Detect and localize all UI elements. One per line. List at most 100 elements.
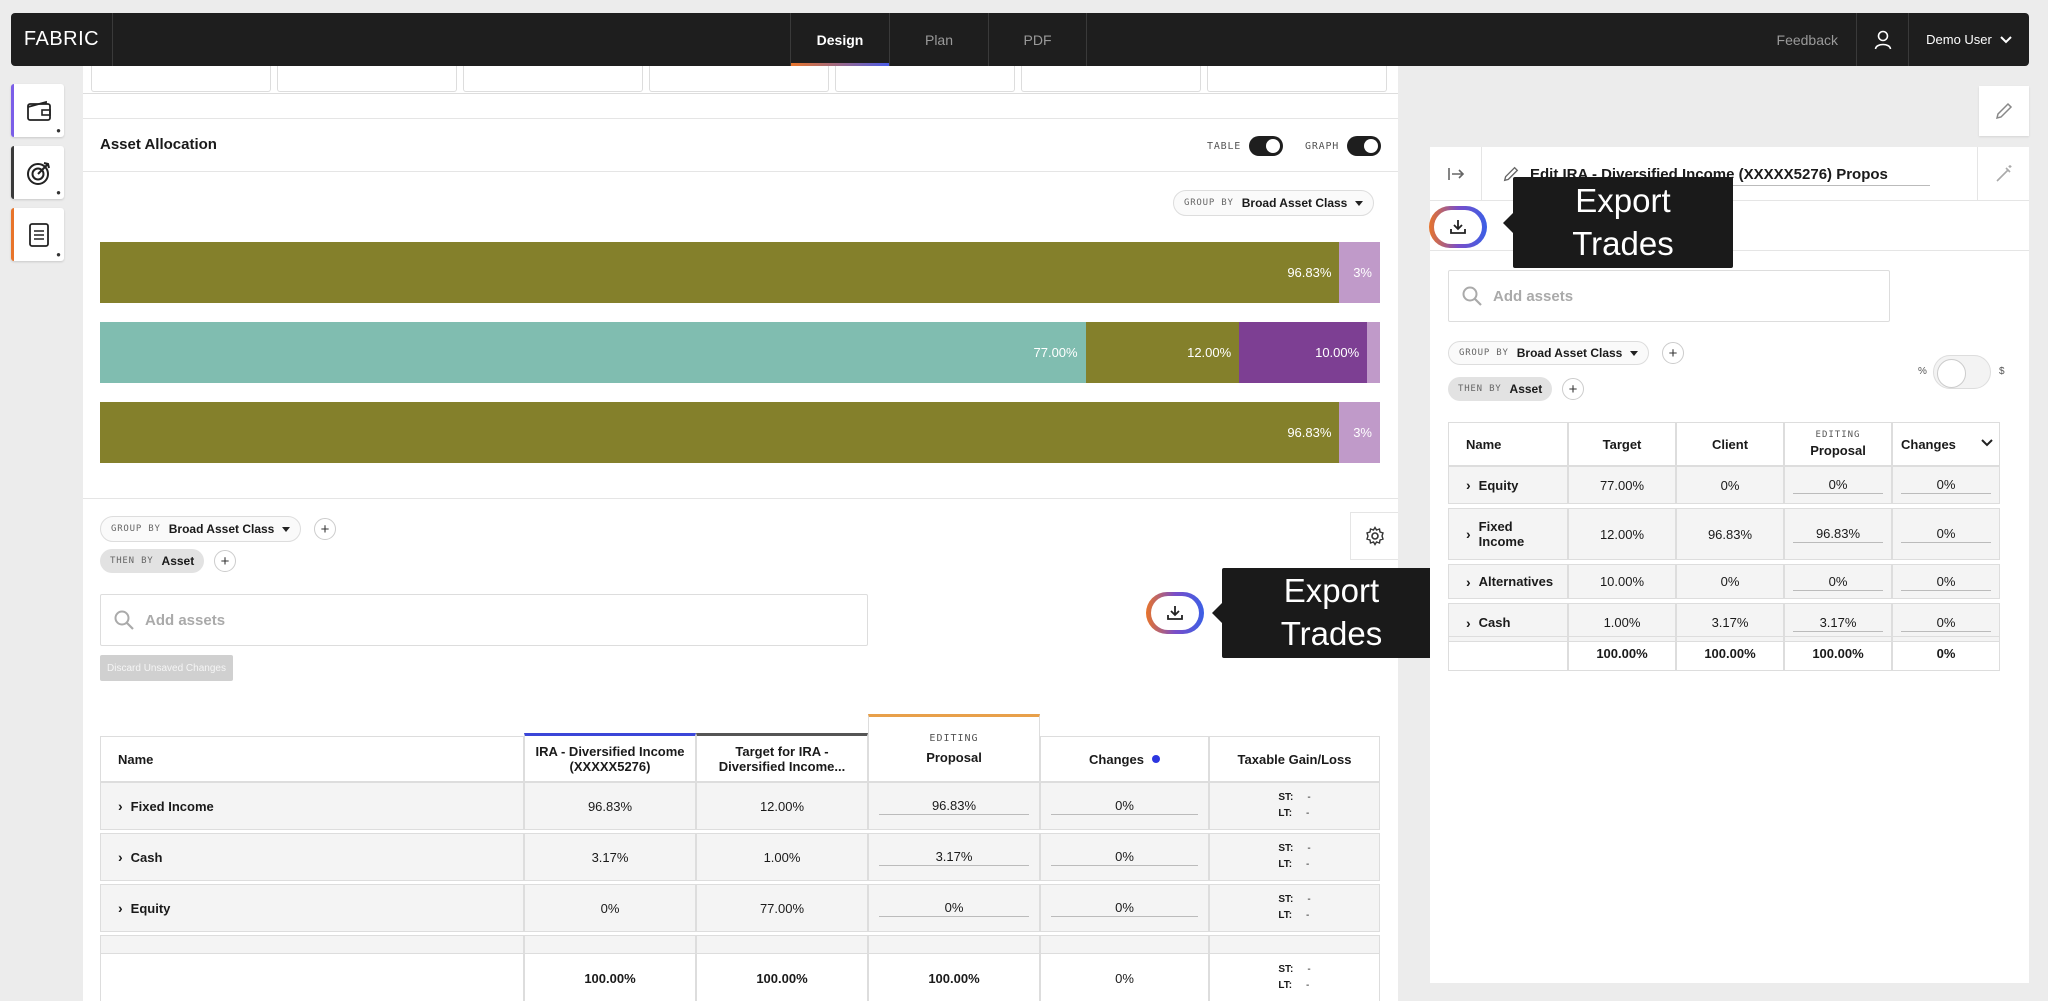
column-header-gain-loss[interactable]: Taxable Gain/Loss (1209, 736, 1380, 782)
chevron-right-icon[interactable]: › (1466, 526, 1471, 542)
add-then-by-button[interactable]: + (1562, 378, 1584, 400)
allocation-bar-segment[interactable]: 3% (1339, 402, 1380, 463)
long-term-row: LT: - (1278, 978, 1310, 994)
table-group-by-select[interactable]: GROUP BY Broad Asset Class (100, 516, 302, 542)
column-header-current[interactable]: IRA - Diversified Income (XXXXX5276) (524, 733, 696, 782)
table-row-name[interactable]: › Cash (100, 833, 524, 881)
summary-card[interactable] (1207, 66, 1387, 92)
chevron-right-icon[interactable]: › (118, 798, 123, 814)
column-header-target[interactable]: Target for IRA - Diversified Income... (696, 733, 868, 782)
tab-design[interactable]: Design (790, 13, 889, 66)
feedback-link[interactable]: Feedback (1759, 13, 1857, 66)
user-icon[interactable] (1857, 13, 1909, 66)
column-header-changes[interactable]: Changes (1040, 736, 1209, 782)
export-trades-button[interactable] (1429, 206, 1487, 248)
add-assets-search[interactable]: Add assets (100, 594, 868, 646)
summary-card[interactable] (1021, 66, 1201, 92)
chevron-right-icon[interactable]: › (118, 849, 123, 865)
chevron-right-icon[interactable]: › (118, 900, 123, 916)
table-spacer-cell (100, 935, 524, 953)
editor-header-changes[interactable]: Changes (1892, 422, 2000, 466)
eye-icon[interactable]: ● (56, 188, 61, 197)
graph-toggle[interactable] (1347, 136, 1382, 156)
allocation-bar-segment[interactable]: 96.83% (100, 402, 1340, 463)
proposal-input[interactable]: 3.17% (879, 848, 1029, 866)
edit-button[interactable] (1979, 86, 2029, 136)
app-logo[interactable]: FABRIC (11, 13, 113, 66)
tab-plan[interactable]: Plan (889, 13, 988, 66)
then-by-value: Asset (161, 554, 195, 568)
changes-input[interactable]: 0% (1901, 476, 1991, 494)
add-group-button[interactable]: + (1662, 342, 1684, 364)
summary-card[interactable] (649, 66, 829, 92)
changes-input[interactable]: 0% (1901, 614, 1991, 632)
magic-edit-button[interactable] (1977, 147, 2029, 201)
proposal-input[interactable]: 96.83% (1793, 525, 1883, 543)
percent-dollar-toggle[interactable] (1933, 355, 1991, 389)
chevron-right-icon[interactable]: › (1466, 614, 1471, 631)
allocation-bar-segment[interactable]: 96.83% (100, 242, 1340, 303)
column-header-proposal[interactable]: EDITING Proposal (868, 714, 1040, 782)
chevron-down-icon[interactable] (1981, 435, 1993, 450)
proposal-input[interactable]: 3.17% (1793, 614, 1883, 632)
allocation-bar-segment[interactable] (1367, 322, 1380, 383)
rail-goals-button[interactable]: ● (11, 146, 64, 199)
then-by-value: Asset (1509, 382, 1543, 396)
rail-wallet-button[interactable]: ● (11, 84, 64, 137)
proposal-input[interactable]: 0% (1793, 476, 1883, 494)
editor-header-name[interactable]: Name (1448, 422, 1568, 466)
tab-pdf[interactable]: PDF (988, 13, 1087, 66)
add-then-by-button[interactable]: + (214, 550, 236, 572)
changes-input[interactable]: 0% (1051, 797, 1198, 815)
table-row-name[interactable]: › Equity (100, 884, 524, 932)
chart-group-by-select[interactable]: GROUP BY Broad Asset Class (1173, 190, 1375, 216)
eye-icon[interactable]: ● (56, 250, 61, 259)
table-then-by-select[interactable]: THEN BY Asset (100, 549, 205, 573)
target-value: 1.00% (696, 833, 868, 881)
changes-input[interactable]: 0% (1051, 899, 1198, 917)
allocation-bar-segment[interactable]: 3% (1339, 242, 1380, 303)
changes-input[interactable]: 0% (1901, 573, 1991, 591)
changes-input[interactable]: 0% (1901, 525, 1991, 543)
allocation-bar-segment[interactable]: 10.00% (1239, 322, 1368, 383)
table-row-name[interactable]: › Fixed Income (100, 782, 524, 830)
editor-row-name[interactable]: › Alternatives (1448, 564, 1568, 599)
editor-header-target[interactable]: Target (1568, 422, 1676, 466)
chevron-right-icon[interactable]: › (1466, 573, 1471, 590)
editor-row-name[interactable]: › Equity (1448, 466, 1568, 504)
column-header-name[interactable]: Name (100, 736, 524, 782)
magic-wand-icon (1995, 165, 2011, 182)
proposal-input[interactable]: 96.83% (879, 797, 1029, 815)
editor-row-name[interactable]: › Fixed Income (1448, 508, 1568, 560)
allocation-bar-segment[interactable]: 77.00% (100, 322, 1086, 383)
user-menu[interactable]: Demo User (1909, 13, 2029, 66)
row-name-label: Fixed Income (130, 798, 214, 814)
editor-header-client[interactable]: Client (1676, 422, 1784, 466)
editor-then-by-select[interactable]: THEN BY Asset (1448, 377, 1553, 401)
changes-input[interactable]: 0% (1051, 848, 1198, 866)
summary-card[interactable] (91, 66, 271, 92)
eye-icon[interactable]: ● (56, 126, 61, 135)
add-group-button[interactable]: + (314, 518, 336, 540)
group-by-label: GROUP BY (111, 524, 161, 534)
table-toggle[interactable] (1249, 136, 1284, 156)
proposal-input[interactable]: 0% (1793, 573, 1883, 591)
chevron-right-icon[interactable]: › (1466, 477, 1471, 493)
summary-card[interactable] (835, 66, 1015, 92)
summary-card[interactable] (463, 66, 643, 92)
editor-header-proposal[interactable]: EDITING Proposal (1784, 422, 1892, 466)
editing-label: EDITING (1815, 430, 1861, 440)
summary-card[interactable] (277, 66, 457, 92)
add-assets-search[interactable]: Add assets (1448, 270, 1890, 322)
discard-changes-button[interactable]: Discard Unsaved Changes (100, 655, 233, 681)
allocation-bar-segment[interactable]: 12.00% (1085, 322, 1240, 383)
editor-row-name[interactable]: › Cash (1448, 603, 1568, 642)
settings-button[interactable] (1350, 512, 1398, 560)
export-trades-button[interactable] (1146, 592, 1204, 634)
collapse-panel-button[interactable] (1430, 147, 1482, 201)
tooltip-line-2: Trades (1572, 224, 1674, 262)
editor-group-by-select[interactable]: GROUP BY Broad Asset Class (1448, 341, 1650, 365)
rail-document-button[interactable]: ● (11, 208, 64, 261)
target-icon (27, 161, 50, 185)
proposal-input[interactable]: 0% (879, 899, 1029, 917)
